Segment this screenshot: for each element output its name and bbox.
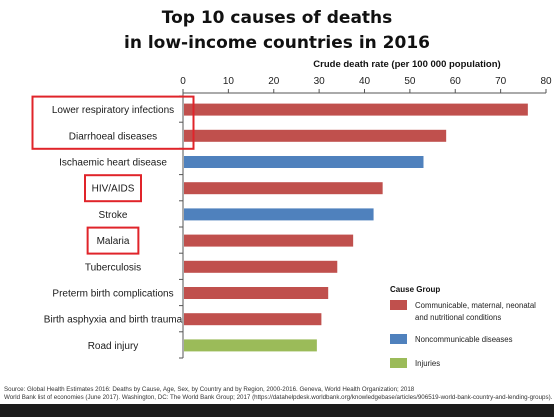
x-tick-label: 20 <box>268 76 280 87</box>
category-label: Road injury <box>88 341 139 352</box>
x-tick-label: 80 <box>540 76 552 87</box>
category-label: Lower respiratory infections <box>52 105 174 116</box>
legend-swatch <box>390 358 407 368</box>
x-tick-label: 30 <box>314 76 326 87</box>
legend-label: Injuries <box>415 359 440 368</box>
legend-title: Cause Group <box>390 285 440 294</box>
bar <box>184 103 528 116</box>
bar <box>184 234 354 247</box>
source-note: Source: Global Health Estimates 2016: De… <box>4 386 415 393</box>
bar <box>184 156 424 168</box>
x-tick-label: 50 <box>404 76 416 87</box>
legend-swatch <box>390 300 407 310</box>
bar <box>184 313 322 326</box>
bottom-dark-strip <box>0 404 554 417</box>
x-tick-label: 60 <box>450 76 462 87</box>
x-tick-label: 70 <box>495 76 507 87</box>
category-label: Birth asphyxia and birth trauma <box>44 315 183 326</box>
category-label: Malaria <box>97 236 130 247</box>
category-label: Ischaemic heart disease <box>59 158 167 169</box>
legend-label: Communicable, maternal, neonatal <box>415 301 536 310</box>
chart-title-line-1: Top 10 causes of deaths <box>161 8 393 28</box>
x-axis-title: Crude death rate (per 100 000 population… <box>313 59 500 70</box>
highlight-box <box>31 95 195 150</box>
bar <box>184 339 317 352</box>
bar <box>184 129 447 142</box>
bar <box>184 208 374 221</box>
source-note-worldbank: World Bank list of economies (June 2017)… <box>4 394 553 401</box>
highlight-box <box>84 174 142 203</box>
highlight-box <box>86 226 140 255</box>
chart-title-line-2: in low-income countries in 2016 <box>124 33 430 53</box>
x-tick-label: 40 <box>359 76 371 87</box>
category-label: HIV/AIDS <box>92 184 135 195</box>
bar <box>184 260 338 273</box>
category-label: Tuberculosis <box>85 262 141 273</box>
x-tick-label: 0 <box>180 76 186 87</box>
x-tick-label: 10 <box>223 76 235 87</box>
category-label: Diarrhoeal diseases <box>69 131 157 142</box>
category-label: Preterm birth complications <box>52 289 173 300</box>
legend-label: and nutritional conditions <box>415 313 501 322</box>
legend-swatch <box>390 334 407 344</box>
bar <box>184 182 383 195</box>
bar-chart: Crude death rate (per 100 000 population… <box>31 59 552 368</box>
category-label: Stroke <box>99 210 128 221</box>
bar <box>184 287 329 299</box>
legend-label: Noncommunicable diseases <box>415 335 513 344</box>
